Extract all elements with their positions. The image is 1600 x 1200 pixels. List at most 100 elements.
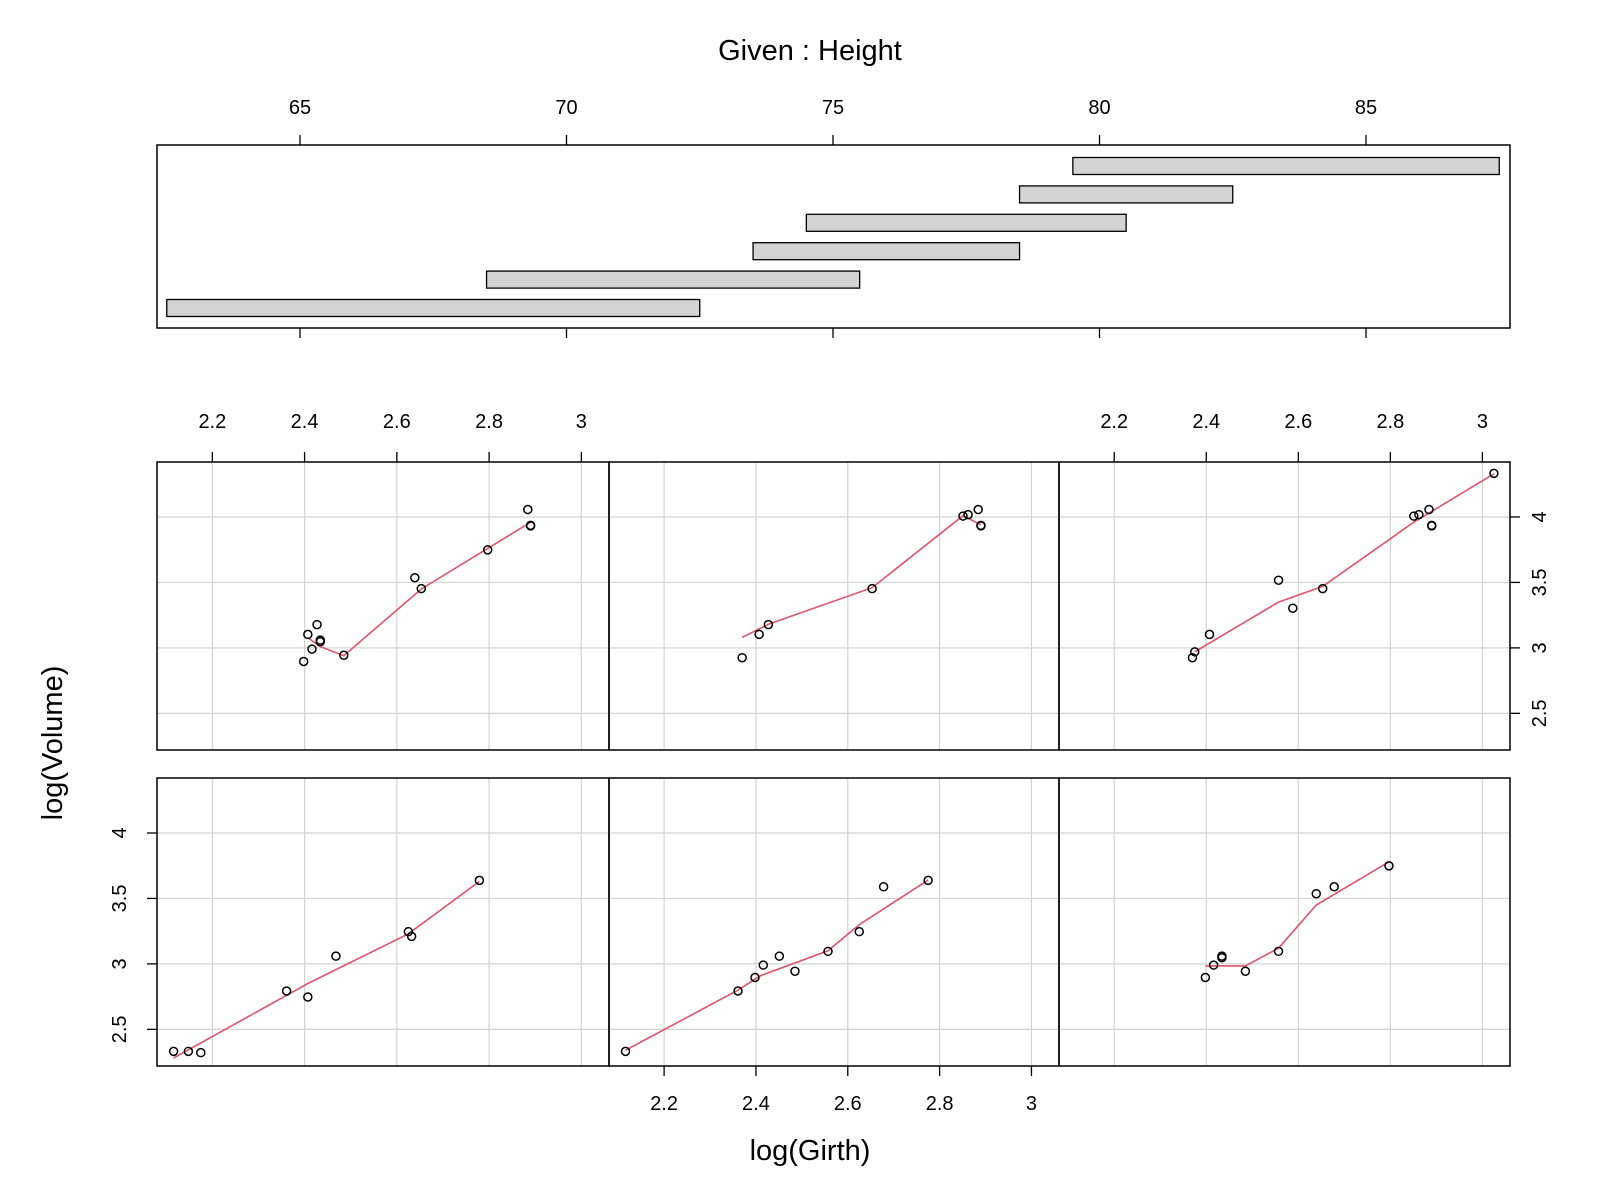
data-point xyxy=(1329,882,1339,892)
data-point xyxy=(474,875,485,886)
data-point xyxy=(1273,946,1284,957)
x-tick-label: 3 xyxy=(1026,1093,1037,1115)
y-tick-label: 4 xyxy=(109,827,131,838)
data-point xyxy=(1208,960,1219,970)
data-point xyxy=(307,644,317,654)
x-tick-label: 3 xyxy=(1477,411,1488,433)
given-interval-bar xyxy=(805,213,1127,232)
x-tick-label: 2.6 xyxy=(383,411,411,433)
smooth-line xyxy=(741,514,982,639)
data-point xyxy=(878,882,889,892)
y-tick-label: 4 xyxy=(1529,511,1551,522)
data-point xyxy=(339,650,349,660)
x-tick-label: 2.8 xyxy=(475,411,503,433)
data-point xyxy=(733,986,743,996)
x-tick-label: 2.6 xyxy=(1284,411,1312,433)
data-point xyxy=(1311,888,1322,899)
data-point xyxy=(1187,652,1198,663)
data-point xyxy=(754,629,764,640)
data-point xyxy=(854,926,865,937)
x-tick-label: 2.2 xyxy=(1100,411,1128,433)
x-tick-label: 2.6 xyxy=(834,1093,862,1115)
smooth-line xyxy=(308,521,532,657)
y-tick-label: 3.5 xyxy=(1529,569,1551,597)
data-point xyxy=(1200,972,1211,983)
data-point xyxy=(1489,468,1499,479)
data-point xyxy=(406,931,417,942)
data-point xyxy=(1273,575,1284,585)
x-tick-label: 2.4 xyxy=(742,1093,770,1115)
data-point xyxy=(1317,583,1328,594)
panel-frame xyxy=(156,777,610,1067)
given-interval-bar xyxy=(1018,185,1234,204)
x-tick-label: 2.8 xyxy=(1376,411,1404,433)
given-interval-bar xyxy=(166,298,701,318)
panel-frame xyxy=(1058,461,1511,751)
x-tick-label: 2.2 xyxy=(650,1093,678,1115)
data-point xyxy=(281,986,292,996)
data-point xyxy=(763,619,774,630)
data-point xyxy=(315,635,326,645)
data-point xyxy=(976,520,986,531)
data-point xyxy=(416,583,427,594)
panel-frame xyxy=(156,461,610,751)
data-point xyxy=(958,511,968,521)
y-tick-label: 2.5 xyxy=(109,1015,131,1043)
data-point xyxy=(737,652,747,663)
y-tick-label: 2.5 xyxy=(1529,699,1551,727)
data-point xyxy=(620,1046,631,1057)
panel-6: 2.2 2.4 2.6 2.8 3 2.5 3 3.5 4 xyxy=(1058,411,1551,751)
data-point xyxy=(1427,520,1437,531)
given-interval-bar xyxy=(752,242,1021,261)
data-point xyxy=(410,572,420,583)
data-point xyxy=(790,966,800,976)
data-point xyxy=(1288,603,1298,613)
data-point xyxy=(867,583,877,594)
y-tick-label: 3 xyxy=(1529,642,1551,653)
data-point xyxy=(1414,509,1424,520)
data-point xyxy=(196,1047,206,1058)
panel-3 xyxy=(1058,777,1511,1067)
data-point xyxy=(750,972,760,983)
data-point xyxy=(525,520,536,531)
y-axis-label: log(Volume) xyxy=(37,666,69,821)
data-point xyxy=(303,629,313,640)
chart-title: Given : Height xyxy=(718,35,902,67)
panel-1: 2.5 3 3.5 4 xyxy=(109,777,610,1067)
data-point xyxy=(963,509,973,520)
data-point xyxy=(1190,647,1200,657)
x-tick-label: 3 xyxy=(576,411,587,433)
data-point xyxy=(1384,861,1394,871)
data-point xyxy=(1204,629,1215,640)
panel-frame xyxy=(1058,777,1511,1067)
panel-4: 2.2 2.4 2.6 2.8 3 xyxy=(156,411,610,751)
x-axis-label: log(Girth) xyxy=(750,1135,871,1167)
y-tick-label: 3 xyxy=(109,958,131,969)
data-point xyxy=(183,1046,194,1057)
data-point xyxy=(1424,504,1434,515)
data-point xyxy=(1217,951,1227,961)
data-point xyxy=(331,951,341,961)
data-point xyxy=(1240,966,1251,976)
panel-frame xyxy=(608,461,1060,751)
data-point xyxy=(823,946,833,957)
data-point xyxy=(312,619,322,630)
y-tick-label: 3.5 xyxy=(109,885,131,913)
panel-5 xyxy=(608,461,1060,751)
given-interval-bar xyxy=(1072,156,1500,176)
given-tick-label: 65 xyxy=(289,97,311,119)
data-point xyxy=(923,875,933,886)
data-point xyxy=(168,1046,179,1057)
x-tick-label: 2.2 xyxy=(198,411,226,433)
given-tick-label: 85 xyxy=(1355,97,1377,119)
given-tick-label: 80 xyxy=(1088,97,1110,119)
data-point xyxy=(973,504,983,515)
smooth-line xyxy=(1194,473,1495,653)
panel-2: 2.2 2.4 2.6 2.8 3 xyxy=(608,777,1060,1115)
smooth-line xyxy=(173,880,480,1059)
smooth-line xyxy=(625,879,929,1052)
data-point xyxy=(774,951,785,961)
data-point xyxy=(298,656,309,667)
data-point xyxy=(303,992,313,1002)
